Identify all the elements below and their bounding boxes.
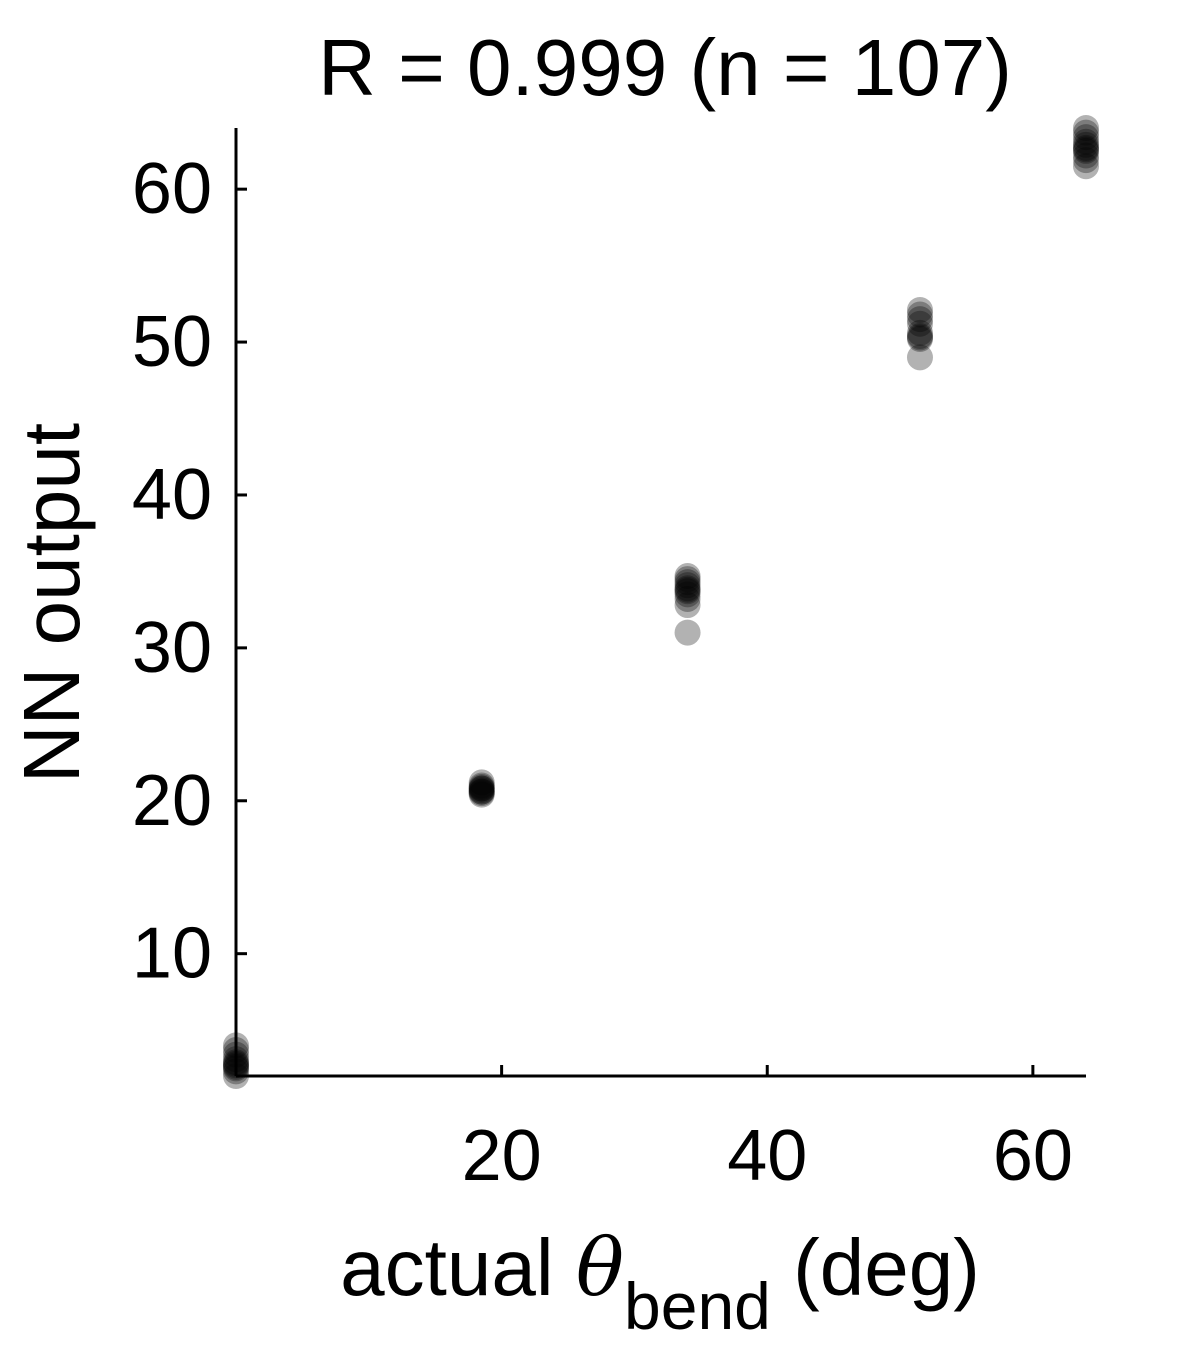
data-point [468,778,495,805]
data-point [1073,134,1099,161]
data-point [906,324,933,351]
data-point [468,772,495,799]
x-tick-label: 60 [993,1116,1073,1196]
data-point [906,326,933,353]
y-tick-label: 60 [132,149,212,229]
data-point [674,576,701,603]
data-point [1073,136,1099,163]
data-point [468,781,495,808]
data-point [468,780,495,807]
data-point [1073,137,1099,164]
data-point [1073,142,1099,169]
axes: 10 20 30 40 50 60 20 40 60 [132,128,1086,1196]
data-point [674,563,701,590]
data-point [1073,119,1099,146]
data-point [906,301,933,328]
data-point [1073,147,1099,174]
data-point [674,578,701,605]
y-tick-label: 10 [132,914,212,994]
x-axis-label-suffix: (deg) [770,1223,980,1312]
data-point [906,296,933,323]
data-point [674,572,701,599]
data-point [1073,115,1099,141]
data-point [906,319,933,346]
data-point [906,322,933,349]
data-point [1073,128,1099,155]
data-point [468,769,495,796]
x-tick-label: 20 [462,1116,542,1196]
y-axis-label: NN output [7,422,96,784]
y-tick-label: 30 [132,608,212,688]
data-point [674,619,701,646]
x-tick-label: 40 [727,1116,807,1196]
data-point [906,310,933,337]
y-tick-label: 50 [132,302,212,382]
data-point [468,777,495,804]
y-tick-label: 20 [132,761,212,841]
data-point [468,774,495,801]
data-point [468,778,495,805]
data-points [223,115,1099,1089]
x-axis-label-symbol: θ [575,1221,625,1314]
data-point [674,581,701,608]
x-axis-label-prefix: actual [340,1223,576,1312]
data-point [674,575,701,602]
chart-title: R = 0.999 (n = 107) [318,23,1012,112]
data-point [1073,124,1099,151]
data-point [468,775,495,802]
data-point [468,775,495,802]
data-point [674,566,701,593]
data-point [674,592,701,619]
data-point [906,344,933,371]
data-point [1073,131,1099,158]
data-point [674,569,701,596]
x-axis-label-subscript: bend [624,1269,771,1343]
data-point [906,306,933,333]
data-point [1073,153,1099,180]
x-axis-label: actual θbend (deg) [340,1228,980,1340]
data-point [674,585,701,612]
y-tick-label: 40 [132,455,212,535]
